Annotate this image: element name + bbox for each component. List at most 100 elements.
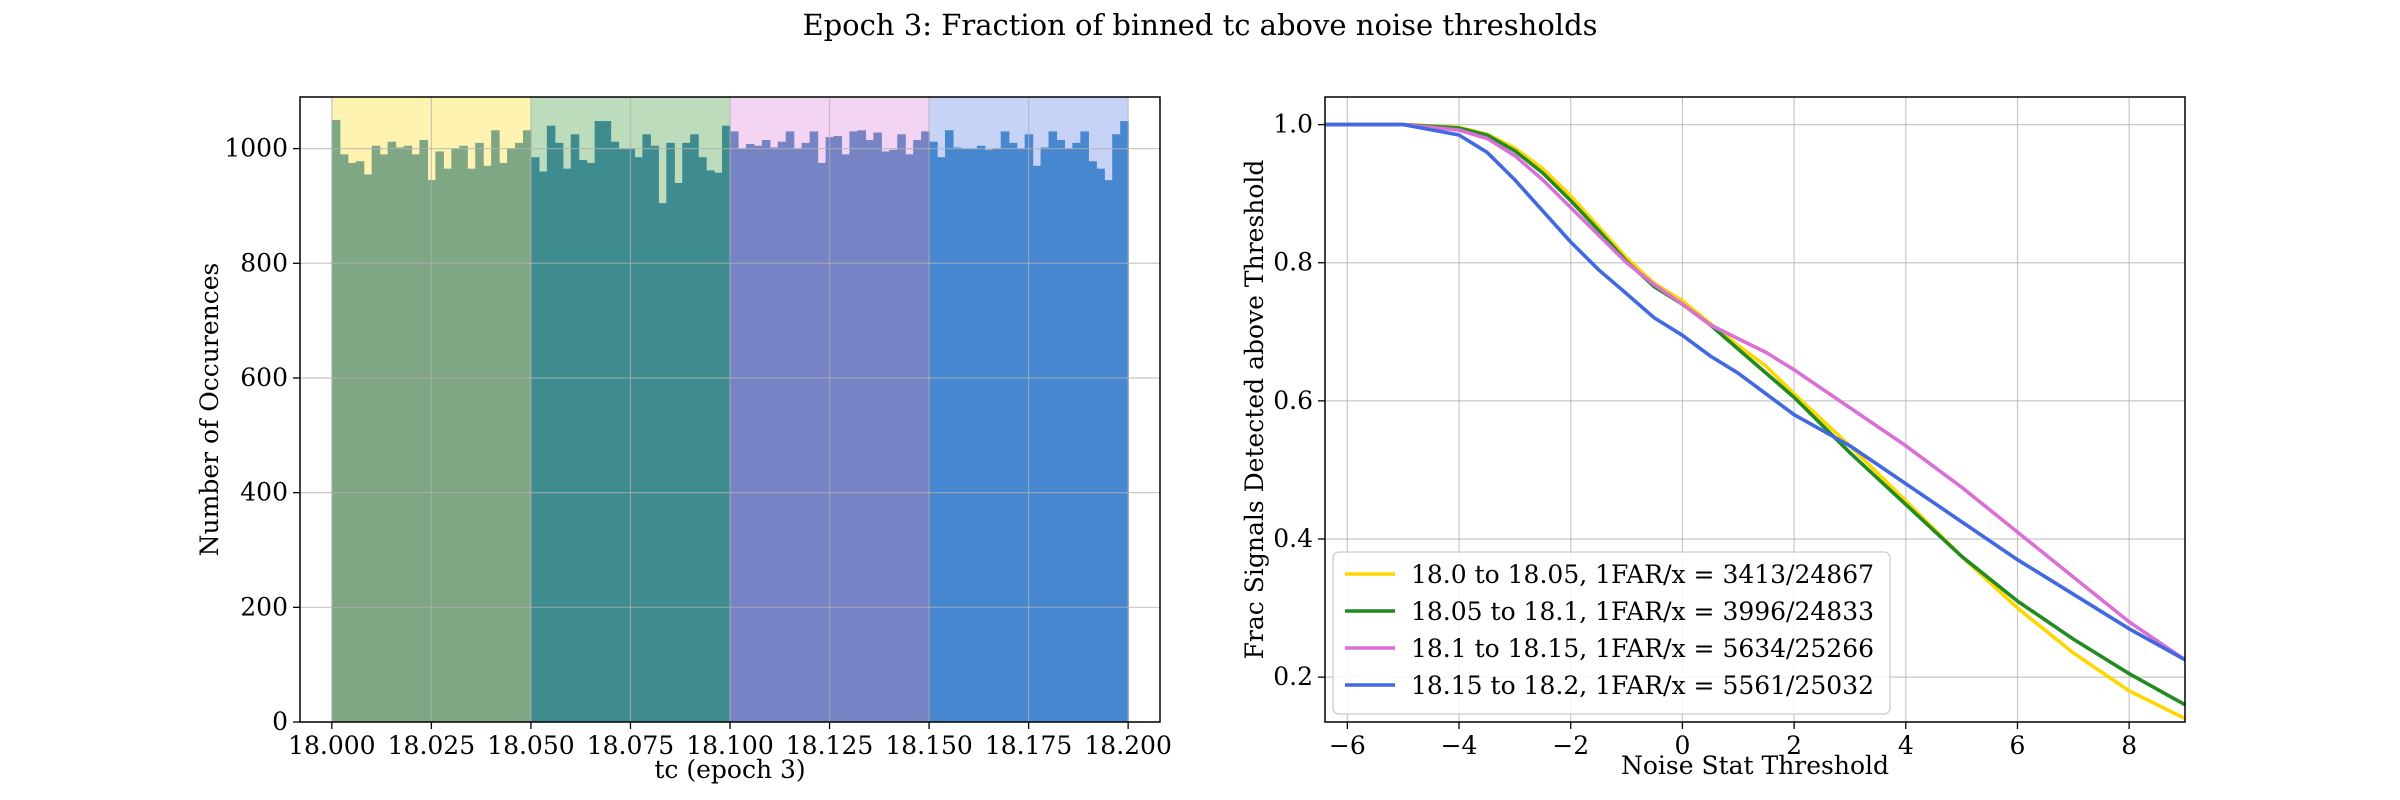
- legend-label-3: 18.15 to 18.2, 1FAR/x = 5561/25032: [1411, 671, 1874, 700]
- x-tick-label: 18.075: [587, 731, 674, 760]
- histogram-bar: [1000, 131, 1010, 722]
- y-tick-label: 1000: [224, 134, 288, 163]
- x-tick-label: 0: [1674, 731, 1690, 760]
- x-axis-label: Noise Stat Threshold: [1621, 751, 1889, 780]
- histogram-bar: [857, 130, 866, 722]
- histogram-bar: [339, 154, 349, 722]
- histogram-bar: [817, 162, 827, 722]
- legend-label-1: 18.05 to 18.1, 1FAR/x = 3996/24833: [1411, 597, 1874, 626]
- x-tick-label: 4: [1898, 731, 1914, 760]
- legend: 18.0 to 18.05, 1FAR/x = 3413/24867 18.05 …: [1332, 551, 1891, 715]
- histogram-bar: [491, 130, 500, 722]
- histogram-bar: [379, 154, 389, 722]
- y-tick-label: 0.2: [1273, 662, 1313, 691]
- histogram-bar: [443, 168, 452, 722]
- histogram-bar: [952, 147, 962, 722]
- x-tick-label: −6: [1329, 731, 1366, 760]
- histogram-bar: [1072, 142, 1081, 722]
- histogram-bar: [968, 148, 978, 723]
- histogram-bar: [1096, 168, 1105, 722]
- histogram-bar: [467, 168, 476, 722]
- histogram-bar: [682, 142, 691, 722]
- histogram-bar: [507, 148, 516, 723]
- histogram-bar: [642, 134, 651, 723]
- y-tick-label: 0.8: [1273, 248, 1313, 277]
- x-tick-label: 6: [2010, 731, 2026, 760]
- series-line-3: [1325, 122, 2185, 662]
- histogram-panel: 18.000 18.025 18.050 18.075 18.100 18.125 18.1…: [195, 96, 1172, 784]
- histogram-bar: [411, 154, 421, 722]
- histogram-bar: [475, 142, 484, 722]
- histogram-bar: [347, 162, 357, 722]
- histogram-bar: [1008, 142, 1018, 722]
- histogram-bar: [371, 145, 381, 722]
- histogram-bar: [355, 161, 365, 722]
- histogram-bar: [897, 134, 906, 723]
- histogram-bar: [833, 135, 843, 722]
- histogram-bar: [945, 130, 954, 722]
- figure-title: Epoch 3: Fraction of binned tc above noi…: [802, 8, 1598, 42]
- legend-label-0: 18.0 to 18.05, 1FAR/x = 3413/24867: [1411, 560, 1874, 589]
- histogram-bar: [483, 165, 492, 722]
- x-tick-label: 8: [2121, 731, 2137, 760]
- histogram-bar: [1032, 165, 1042, 722]
- y-tick-label: 200: [240, 592, 288, 621]
- histogram-bar: [905, 154, 914, 722]
- y-axis-label: Frac Signals Detected above Threshold: [1240, 160, 1269, 660]
- histogram-bar: [674, 183, 683, 723]
- histogram-bar: [753, 145, 763, 722]
- histogram-bar: [809, 131, 819, 722]
- x-tick-label: 18.050: [487, 731, 574, 760]
- histogram-bar: [801, 142, 811, 722]
- histogram-bar: [690, 134, 699, 723]
- x-tick-label: 18.025: [388, 731, 475, 760]
- histogram-bar: [769, 147, 779, 722]
- histogram-bar: [777, 141, 787, 722]
- histogram-bar: [913, 140, 922, 723]
- histogram-bar: [1112, 134, 1121, 723]
- histogram-bar: [841, 154, 851, 722]
- histogram-bar: [570, 134, 580, 723]
- histogram-bar: [1088, 161, 1097, 722]
- histogram-bar: [745, 144, 755, 723]
- x-tick-label: 18.125: [786, 731, 873, 760]
- histogram-bar: [1040, 147, 1050, 722]
- histogram-bar: [459, 145, 468, 722]
- histogram-bar: [618, 148, 628, 723]
- histogram-bar: [992, 148, 1002, 723]
- histogram-bar: [499, 162, 508, 722]
- histogram-bar: [1120, 121, 1129, 722]
- x-tick-label: 18.200: [1084, 731, 1171, 760]
- histogram-bar: [435, 151, 444, 722]
- series-line-2: [1325, 122, 2185, 662]
- histogram-bar: [1064, 148, 1074, 723]
- histogram-bar: [610, 141, 620, 722]
- histogram-bar: [602, 121, 612, 722]
- axes-frame: [1324, 96, 2186, 723]
- histogram-bar: [530, 157, 540, 722]
- y-axis-label: Number of Occurences: [195, 263, 224, 557]
- histogram-bar: [658, 203, 667, 722]
- histogram-bar: [698, 157, 707, 722]
- histogram-bar: [889, 149, 898, 722]
- x-tick-label: 18.000: [288, 731, 375, 760]
- histogram-bar: [793, 148, 803, 723]
- histogram-bar: [554, 142, 564, 722]
- x-tick-label: 18.150: [885, 731, 972, 760]
- histogram-bar: [984, 149, 994, 722]
- histogram-bar: [1016, 148, 1026, 723]
- x-axis-label: tc (epoch 3): [654, 755, 805, 784]
- y-tick-label: 600: [240, 363, 288, 392]
- histogram-bar: [976, 145, 986, 722]
- x-tick-label: −4: [1441, 731, 1478, 760]
- histogram-bar: [873, 132, 882, 722]
- histogram-bar: [650, 145, 659, 722]
- histogram-bar: [419, 140, 429, 723]
- x-tick-label: −2: [1552, 731, 1589, 760]
- x-tick-label: 18.175: [985, 731, 1072, 760]
- histogram-bar: [849, 131, 859, 722]
- histogram-bar: [515, 142, 524, 722]
- histogram-bar: [594, 121, 604, 722]
- histogram-bar: [730, 131, 739, 722]
